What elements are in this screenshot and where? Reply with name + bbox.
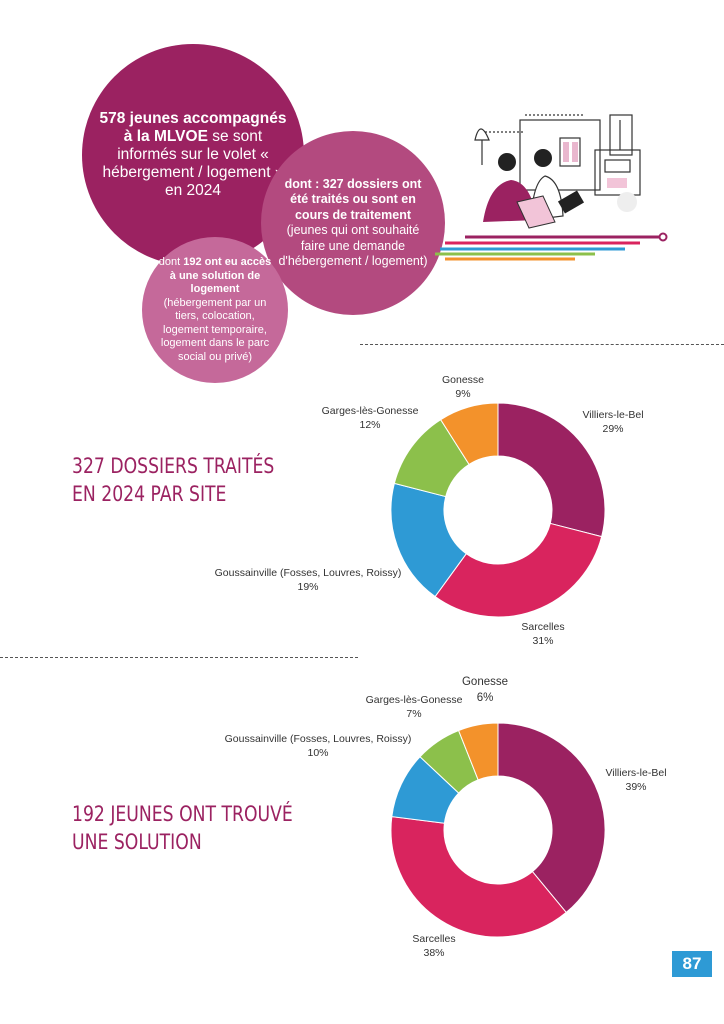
chart2-slice-villiers-le-bel <box>497 722 606 914</box>
page-number-badge: 87 <box>672 951 712 977</box>
chart2-label-goussainville: Goussainville (Fosses, Louvres, Roissy) 1… <box>224 733 412 759</box>
chart1-title: 327 DOSSIERS TRAITÉS EN 2024 PAR SITE <box>72 452 274 508</box>
intro-solution-pre: dont <box>158 256 184 268</box>
donut-chart-dossiers <box>390 402 606 618</box>
chart2-title: 192 JEUNES ONT TROUVÉ UNE SOLUTION <box>72 800 293 856</box>
chart2-title-line2: UNE SOLUTION <box>72 830 202 854</box>
chart2-label-villiers: Villiers-le-Bel 39% <box>605 767 667 793</box>
separator-top <box>360 344 724 345</box>
intro-solution-text: (hébergement par un tiers, colocation, l… <box>160 296 270 363</box>
intro-circle-solution: dont 192 ont eu accès à une solution de … <box>142 237 288 383</box>
chart2-title-line1: 192 JEUNES ONT TROUVÉ <box>72 802 293 826</box>
intro-solution-bold: 192 ont eu accès à une solution de logem… <box>169 256 272 295</box>
chart1-label-gonesse: Gonesse 9% <box>441 374 485 400</box>
chart2-slice-gonesse <box>457 722 499 781</box>
separator-middle <box>0 657 358 658</box>
chart2-label-sarcelles: Sarcelles 38% <box>412 933 456 959</box>
donut-chart-solutions <box>390 722 606 938</box>
chart1-label-sarcelles: Sarcelles 31% <box>521 621 565 647</box>
chart2-label-garges: Garges-lès-Gonesse 7% <box>365 694 463 720</box>
chart1-slice-sarcelles <box>434 522 603 618</box>
intro-circle-dossiers: dont : 327 dossiers ont été traités ou s… <box>261 131 445 315</box>
chart1-label-goussainville: Goussainville (Fosses, Louvres, Roissy) 1… <box>214 567 402 593</box>
chart1-label-garges: Garges-lès-Gonesse 12% <box>321 405 419 431</box>
intro-main-text: se sont informés sur le volet « hébergem… <box>102 128 284 199</box>
intro-dossiers-bold: dont : 327 dossiers ont été traités ou s… <box>284 176 422 222</box>
chart2-slice-sarcelles <box>390 816 567 938</box>
chart1-title-line1: 327 DOSSIERS TRAITÉS <box>72 454 275 478</box>
chart2-label-gonesse: Gonesse 6% <box>461 676 509 704</box>
chart1-slice-gonesse <box>439 402 499 466</box>
intro-circle-main: 578 jeunes accompagnés à la MLVOE se son… <box>82 44 304 266</box>
chart1-label-villiers: Villiers-le-Bel 29% <box>582 409 644 435</box>
chart1-title-line2: EN 2024 PAR SITE <box>72 482 227 506</box>
intro-main-bold: 578 jeunes accompagnés à la MLVOE <box>99 110 287 145</box>
chart1-slice-villiers-le-bel <box>497 402 606 538</box>
people-tablet-illustration <box>435 114 668 261</box>
intro-dossiers-text: (jeunes qui ont souhaité faire une deman… <box>278 223 428 268</box>
